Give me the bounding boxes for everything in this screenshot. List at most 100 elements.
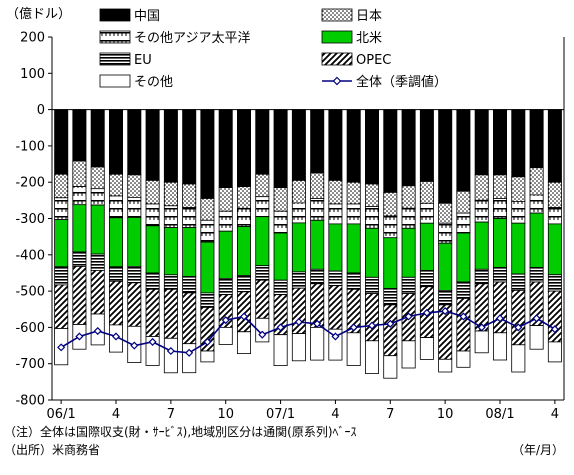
bar-segment-6-22 [456, 350, 471, 368]
bar-segment-2-15 [328, 203, 343, 225]
bar-segment-3-6 [163, 227, 178, 276]
bar-segment-4-23 [474, 268, 489, 285]
bar-segment-4-11 [255, 265, 270, 281]
total-point-11 [258, 330, 267, 339]
bar-segment-3-11 [255, 216, 270, 267]
bar-segment-1-10 [236, 186, 251, 209]
bar-segment-3-9 [218, 230, 233, 279]
bar-segment-0-8 [200, 109, 215, 199]
bar-segment-4-27 [547, 274, 562, 292]
bar-segment-5-10 [236, 291, 251, 333]
bar-segment-2-23 [474, 199, 489, 223]
bar-segment-0-9 [218, 109, 233, 188]
bar-segment-3-2 [90, 204, 105, 255]
bar-segment-6-9 [218, 326, 233, 345]
bar-segment-1-5 [145, 179, 160, 205]
legend-swatch-3 [321, 30, 353, 44]
bar-segment-4-0 [54, 266, 69, 286]
bar-segment-0-1 [72, 109, 87, 162]
bar-segment-5-6 [163, 288, 178, 339]
bar-segment-1-22 [456, 190, 471, 214]
bar-segment-2-0 [54, 197, 69, 221]
bar-segment-4-21 [438, 289, 453, 306]
bar-segment-2-27 [547, 207, 562, 225]
total-point-23 [477, 323, 486, 332]
bar-segment-5-15 [328, 285, 343, 330]
legend-label-2: その他アジア太平洋 [134, 31, 250, 46]
bar-segment-3-25 [511, 222, 526, 275]
bar-segment-3-16 [346, 223, 361, 274]
total-point-15 [331, 332, 340, 341]
bar-segment-5-7 [182, 292, 197, 345]
legend-label-total: 全体（季調値） [356, 74, 447, 90]
x-tick-label-2: 7 [167, 407, 175, 422]
bar-segment-6-25 [511, 344, 526, 373]
bar-segment-3-26 [529, 212, 544, 268]
bar-segment-3-14 [310, 219, 325, 270]
bar-segment-4-16 [346, 272, 361, 290]
bar-segment-3-27 [547, 223, 562, 276]
bar-segment-6-17 [364, 340, 379, 374]
bar-segment-0-23 [474, 109, 489, 176]
bar-segment-3-20 [419, 222, 434, 271]
bar-segment-0-21 [438, 109, 453, 204]
total-point-22 [459, 312, 468, 321]
bar-segment-6-7 [182, 343, 197, 374]
bar-segment-3-7 [182, 227, 197, 278]
bar-segment-2-13 [291, 202, 306, 224]
bar-segment-6-16 [346, 332, 361, 366]
bar-segment-6-23 [474, 330, 489, 354]
total-point-14 [313, 319, 322, 328]
bar-segment-5-3 [109, 280, 124, 326]
bar-segment-0-13 [291, 109, 306, 181]
bar-segment-2-6 [163, 205, 178, 229]
total-point-8 [203, 337, 212, 346]
legend-swatch-1 [321, 8, 353, 22]
bar-segment-1-3 [109, 173, 124, 197]
bar-segment-0-12 [273, 109, 288, 188]
bar-segment-6-13 [291, 333, 306, 362]
plot-area [54, 109, 562, 379]
y-tick-label-4: -200 [15, 176, 45, 191]
bar-segment-3-12 [273, 232, 288, 281]
bar-segment-2-10 [236, 207, 251, 227]
source-note: （出所）米商務省 [4, 443, 101, 457]
total-point-10 [239, 312, 249, 321]
bar-segment-2-4 [127, 196, 142, 218]
bar-segment-1-24 [492, 174, 507, 199]
bar-segment-4-7 [182, 276, 197, 294]
x-tick-label-5: 4 [331, 407, 339, 422]
bar-segment-1-4 [127, 174, 142, 198]
legend-label-4: EU [134, 53, 152, 68]
x-tick-label-6: 7 [386, 407, 394, 422]
bar-segment-5-4 [127, 282, 142, 327]
bar-segment-1-25 [511, 176, 526, 202]
bar-segment-0-5 [145, 109, 160, 181]
legend-swatch-6 [99, 74, 131, 88]
bar-segment-6-21 [438, 358, 453, 373]
bar-segment-0-25 [511, 109, 526, 178]
legend-swatch-0 [99, 8, 131, 22]
bar-segment-1-11 [255, 173, 270, 198]
total-point-20 [422, 308, 431, 317]
bar-segment-6-19 [401, 340, 416, 369]
bar-segment-4-1 [72, 251, 87, 267]
footnote: （注）全体は国際収支(財・ｻｰﾋﾞｽ),地域別区分は通関(原系列)ﾍﾞｰｽ [4, 425, 357, 439]
bar-segment-5-11 [255, 279, 270, 319]
bar-segment-3-13 [291, 222, 306, 273]
bar-segment-6-26 [529, 325, 544, 350]
bar-segment-4-10 [236, 275, 251, 293]
bar-segment-4-12 [273, 279, 288, 296]
total-point-26 [532, 314, 541, 323]
x-tick-label-4: 07/1 [266, 407, 295, 422]
total-point-13 [294, 317, 303, 327]
bar-segment-5-0 [54, 284, 69, 329]
bar-segment-6-10 [236, 331, 251, 354]
total-point-12 [276, 323, 285, 332]
bar-segment-1-14 [310, 172, 325, 199]
bar-segment-3-17 [364, 227, 379, 278]
bar-segment-2-5 [145, 203, 160, 227]
bar-segment-5-22 [456, 297, 471, 352]
